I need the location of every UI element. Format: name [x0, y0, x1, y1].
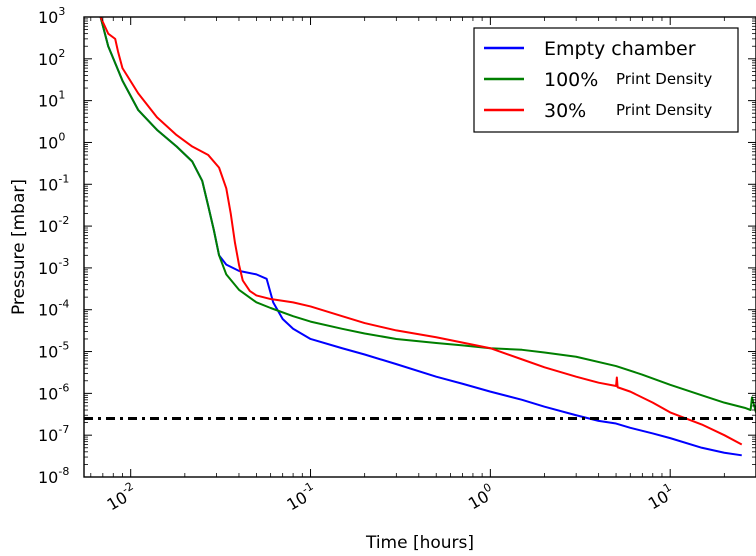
legend-sublabel-1: Print Density — [616, 70, 712, 88]
series-line-1 — [99, 16, 756, 413]
y-tick-label: 100 — [38, 130, 65, 152]
legend-sublabel-2: Print Density — [616, 101, 712, 119]
y-tick-label: 10-8 — [38, 465, 69, 487]
y-tick-label: 10-7 — [38, 423, 69, 445]
legend: Empty chamber 100% Print Density 30% Print D… — [473, 27, 739, 133]
y-tick-label: 10-6 — [38, 381, 69, 403]
plot-frame — [83, 16, 756, 478]
y-tick-label: 10-5 — [38, 340, 69, 362]
y-axis-ticks: 103 102 101 100 10-1 10-2 10-3 10-4 10-5 10-6 10-7… — [38, 5, 756, 487]
legend-label-0: Empty chamber — [544, 38, 696, 60]
y-tick-label: 102 — [38, 47, 65, 69]
y-tick-label: 10-2 — [38, 214, 69, 236]
legend-label-2: 30% — [544, 100, 586, 122]
y-axis-label: Pressure [mbar] — [9, 179, 29, 315]
y-tick-label: 10-4 — [38, 298, 69, 320]
y-tick-label: 10-1 — [38, 172, 69, 194]
legend-label-1: 100% — [544, 69, 598, 91]
y-tick-label: 10-3 — [38, 256, 69, 278]
series-line-2 — [99, 16, 743, 446]
y-tick-label: 103 — [38, 5, 65, 27]
y-tick-label: 101 — [38, 89, 65, 111]
series-layer — [99, 16, 756, 457]
x-axis-label: Time [hours] — [365, 533, 474, 553]
